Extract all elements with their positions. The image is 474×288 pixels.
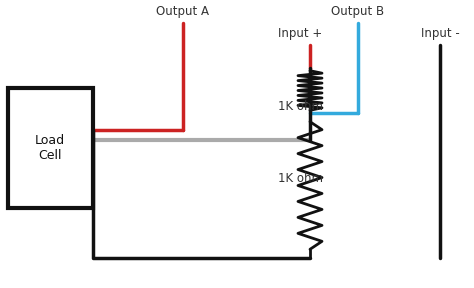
Text: 1K ohm: 1K ohm bbox=[278, 100, 323, 113]
Text: Output A: Output A bbox=[156, 5, 210, 18]
Text: 1K ohm: 1K ohm bbox=[278, 172, 323, 185]
Text: Load
Cell: Load Cell bbox=[35, 134, 65, 162]
Text: Output B: Output B bbox=[331, 5, 384, 18]
Text: Input +: Input + bbox=[278, 27, 322, 40]
Bar bbox=[8, 88, 93, 208]
Text: Input -: Input - bbox=[420, 27, 459, 40]
